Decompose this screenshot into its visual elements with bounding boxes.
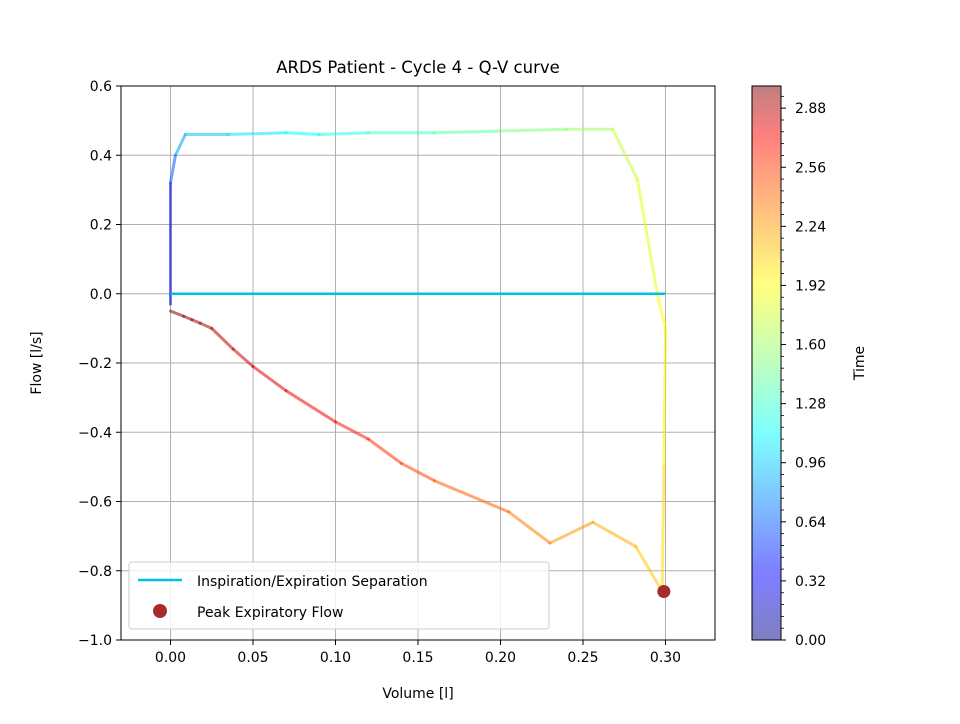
qv-curve-segment xyxy=(226,131,288,136)
colorbar-tick-label: 2.88 xyxy=(795,101,826,117)
colorbar-label: Time xyxy=(852,346,868,381)
qv-curve-segment xyxy=(433,129,502,135)
qv-curve-segment xyxy=(655,292,667,330)
qv-curve-segment xyxy=(198,321,214,330)
colorbar-tick-label: 0.96 xyxy=(795,456,826,472)
qv-curve-segment xyxy=(499,127,568,133)
colorbar-tick-label: 0.00 xyxy=(795,633,826,649)
qv-curve-segment xyxy=(334,420,370,441)
legend-label-separation: Inspiration/Expiration Separation xyxy=(197,574,428,590)
qv-curve-segment xyxy=(231,347,255,368)
qv-curve xyxy=(169,127,667,594)
qv-curve-segment xyxy=(284,389,337,424)
y-tick-label: −1.0 xyxy=(78,633,112,649)
x-tick-label: 0.00 xyxy=(155,650,186,666)
colorbar-tick-label: 2.56 xyxy=(795,160,826,176)
peak-flow-layer xyxy=(657,585,671,599)
x-tick-label: 0.30 xyxy=(650,650,681,666)
qv-curve-segment xyxy=(169,309,186,318)
qv-curve-segment xyxy=(507,510,552,545)
colorbar-tick-label: 0.32 xyxy=(795,574,826,590)
qv-curve-segment xyxy=(210,326,235,351)
qv-curve-segment xyxy=(173,132,187,157)
y-tick-label: −0.8 xyxy=(78,564,112,580)
peak-flow-point xyxy=(657,585,671,599)
colorbar: 0.00 0.32 0.64 0.96 1.28 1.60 1.92 2.24 2.56 2.88… xyxy=(751,85,868,649)
qv-curve-segment xyxy=(591,520,638,549)
y-tick-label: 0.2 xyxy=(90,218,112,234)
chart-title: ARDS Patient - Cycle 4 - Q-V curve xyxy=(276,58,560,77)
y-tick-label: 0.6 xyxy=(90,79,112,95)
qv-curve-segment xyxy=(660,465,666,594)
colorbar-frame xyxy=(751,85,782,641)
legend-dot-swatch xyxy=(153,604,167,618)
x-tick-label: 0.05 xyxy=(237,650,268,666)
colorbar-tick-label: 1.60 xyxy=(795,338,826,354)
qv-curve-segment xyxy=(317,131,370,136)
x-tick-label: 0.15 xyxy=(402,650,433,666)
y-tick-label: −0.6 xyxy=(78,495,112,511)
colorbar-minor-ticks xyxy=(781,95,784,629)
x-tick-label: 0.20 xyxy=(485,650,516,666)
x-tick-label: 0.10 xyxy=(320,650,351,666)
x-tick-label: 0.25 xyxy=(567,650,598,666)
colorbar-gradient xyxy=(752,86,781,640)
y-tick-label: −0.2 xyxy=(78,356,112,372)
colorbar-tick-label: 0.64 xyxy=(795,515,826,531)
qv-curve-segment xyxy=(611,127,639,181)
qv-curve-segment xyxy=(634,545,664,594)
legend-label-peak-flow: Peak Expiratory Flow xyxy=(197,605,343,621)
legend-box xyxy=(128,561,550,630)
y-axis-label: Flow [l/s] xyxy=(29,331,45,394)
y-axis-ticks: −1.0 −0.8 −0.6 −0.4 −0.2 0.0 0.2 0.4 0.6 xyxy=(78,79,121,649)
qv-curve-segment xyxy=(548,520,595,545)
colorbar-tick-label: 1.28 xyxy=(795,397,826,413)
qv-curve-segment xyxy=(433,479,511,514)
x-axis-label: Volume [l] xyxy=(382,686,453,702)
x-axis-ticks: 0.00 0.05 0.10 0.15 0.20 0.25 0.30 xyxy=(155,640,681,666)
qv-curve-segment xyxy=(400,461,436,483)
y-tick-label: 0.4 xyxy=(90,148,112,164)
legend: Inspiration/Expiration Separation Peak E… xyxy=(128,561,550,630)
y-tick-label: −0.4 xyxy=(78,425,112,441)
colorbar-tick-label: 1.92 xyxy=(795,278,826,294)
qv-curve-segment xyxy=(251,364,288,393)
y-tick-label: 0.0 xyxy=(90,287,112,303)
qv-curve-segment xyxy=(169,153,177,185)
colorbar-tick-label: 2.24 xyxy=(795,219,826,235)
qv-curve-segment xyxy=(635,177,659,296)
colorbar-ticks: 0.00 0.32 0.64 0.96 1.28 1.60 1.92 2.24 2.56 2.88 xyxy=(781,101,826,649)
qv-curve-segment xyxy=(284,131,321,136)
qv-curve-segment xyxy=(367,437,403,465)
qv-curve-segment xyxy=(662,326,667,469)
